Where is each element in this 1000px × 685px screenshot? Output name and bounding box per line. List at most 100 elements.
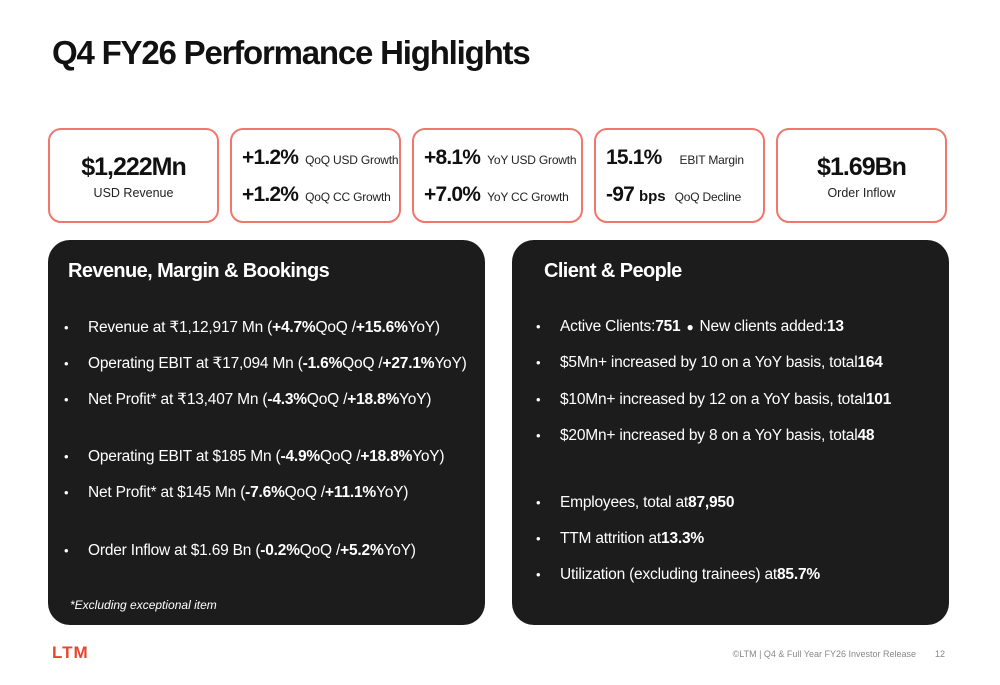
bullet-text: Operating EBIT at ₹17,094 Mn ( [88, 355, 303, 372]
list-item: • Net Profit* at $145 Mn (-7.6% QoQ / +1… [64, 484, 408, 502]
bullet-text: YoY) [434, 355, 467, 372]
qoq-value: -4.3% [267, 391, 307, 408]
bullet-value: 13.3% [661, 530, 704, 547]
kpi-value: -97 [606, 183, 635, 206]
bullet-text: Operating EBIT at $185 Mn ( [88, 448, 281, 465]
kpi-value: $1.69Bn [817, 152, 907, 181]
bullet-text: Net Profit* at ₹13,407 Mn ( [88, 391, 268, 408]
active-clients-value: 751 [655, 318, 681, 335]
bullet-text: YoY) [407, 319, 440, 336]
client-people-panel: Client & People • Active Clients: 751 ● Ne… [512, 240, 949, 625]
bullet-text: Revenue at ₹1,12,917 Mn ( [88, 319, 273, 336]
bullet-text: Utilization (excluding trainees) at [560, 566, 777, 583]
bullet-icon: • [536, 319, 541, 334]
kpi-label: YoY CC Growth [487, 190, 569, 204]
list-item: • Active Clients: 751 ● New clients added:… [536, 318, 844, 336]
bullet-value: 164 [857, 354, 883, 371]
kpi-value: 15.1% [606, 146, 662, 169]
yoy-value: +18.8% [347, 391, 400, 408]
kpi-label: Order Inflow [827, 185, 896, 200]
kpi-label: USD Revenue [93, 185, 174, 200]
bullet-text: QoQ / [342, 355, 383, 372]
bullet-text: YoY) [399, 391, 432, 408]
yoy-value: +27.1% [382, 355, 435, 372]
bullet-value: 85.7% [777, 566, 820, 583]
qoq-value: -7.6% [245, 484, 285, 501]
bullet-text: QoQ / [319, 448, 361, 465]
bullet-text: QoQ / [284, 484, 326, 501]
bullet-text: YoY) [375, 484, 409, 501]
separator-dot-icon: ● [686, 320, 694, 334]
bullet-icon: • [64, 392, 69, 407]
list-item: • TTM attrition at 13.3% [536, 530, 704, 548]
bullet-text: Active Clients: [560, 318, 656, 335]
bullet-icon: • [536, 355, 541, 370]
kpi-value: +8.1% [424, 146, 481, 169]
list-item: • Operating EBIT at $185 Mn (-4.9% QoQ /… [64, 448, 445, 466]
kpi-card-qoq-growth: +1.2% QoQ USD Growth +1.2% QoQ CC Growth [230, 128, 401, 223]
kpi-value: +7.0% [424, 183, 481, 206]
kpi-label: EBIT Margin [679, 153, 744, 167]
footnote: *Excluding exceptional item [70, 598, 217, 612]
kpi-label: QoQ Decline [674, 190, 742, 204]
list-item: • Revenue at ₹1,12,917 Mn (+4.7% QoQ / +… [64, 318, 440, 337]
kpi-value: +1.2% [242, 183, 299, 206]
yoy-value: +18.8% [360, 448, 413, 465]
bullet-text: YoY) [383, 542, 416, 559]
qoq-value: +4.7% [272, 319, 316, 336]
kpi-card-usd-revenue: $1,222Mn USD Revenue [48, 128, 219, 223]
ltm-logo: LTM [52, 643, 89, 662]
bullet-icon: • [64, 320, 69, 335]
new-clients-value: 13 [826, 318, 844, 335]
bullet-text: Employees, total at [560, 494, 689, 511]
kpi-card-ebit-margin: 15.1% EBIT Margin -97 bps QoQ Decline [594, 128, 765, 223]
bullet-value: 87,950 [688, 494, 735, 511]
yoy-value: +15.6% [355, 319, 408, 336]
list-item: • Operating EBIT at ₹17,094 Mn (-1.6% Qo… [64, 354, 467, 373]
bullet-text: QoQ / [315, 319, 356, 336]
page-number: 12 [934, 649, 945, 659]
qoq-value: -1.6% [302, 355, 343, 372]
qoq-value: -0.2% [260, 542, 300, 559]
list-item: • Utilization (excluding trainees) at 85… [536, 566, 820, 584]
bullet-value: 101 [865, 391, 892, 408]
bullet-text: Order Inflow at $1.69 Bn ( [88, 542, 261, 559]
yoy-value: +5.2% [340, 542, 384, 559]
list-item: • $5Mn+ increased by 10 on a YoY basis, … [536, 354, 883, 372]
qoq-value: -4.9% [280, 448, 320, 465]
bullet-icon: • [536, 392, 541, 407]
list-item: • $20Mn+ increased by 8 on a YoY basis, … [536, 427, 875, 445]
bullet-icon: • [536, 567, 541, 582]
bullet-icon: • [536, 531, 541, 546]
bullet-value: 48 [857, 427, 875, 444]
kpi-label: QoQ USD Growth [305, 153, 399, 167]
bullet-icon: • [64, 485, 69, 500]
list-item: • Net Profit* at ₹13,407 Mn (-4.3% QoQ /… [64, 390, 431, 409]
kpi-label: YoY USD Growth [487, 153, 577, 167]
revenue-margin-bookings-panel: Revenue, Margin & Bookings • Revenue at … [48, 240, 485, 625]
bullet-text: $10Mn+ increased by 12 on a YoY basis, t… [560, 391, 866, 408]
footer-text: ©LTM | Q4 & Full Year FY26 Investor Rele… [732, 649, 916, 659]
bullet-icon: • [536, 428, 541, 443]
bullet-icon: • [64, 543, 69, 558]
list-item: • $10Mn+ increased by 12 on a YoY basis,… [536, 391, 891, 409]
bullet-text: New clients added: [699, 318, 828, 335]
bullet-text: QoQ / [306, 391, 348, 408]
kpi-label: QoQ CC Growth [305, 190, 391, 204]
kpi-card-yoy-growth: +8.1% YoY USD Growth +7.0% YoY CC Growth [412, 128, 583, 223]
bullet-text: $5Mn+ increased by 10 on a YoY basis, to… [560, 354, 858, 371]
bullet-text: Net Profit* at $145 Mn ( [88, 484, 246, 501]
bullet-text: TTM attrition at [560, 530, 662, 547]
kpi-value: $1,222Mn [81, 152, 187, 181]
bullet-text: YoY) [412, 448, 445, 465]
bullet-text: $20Mn+ increased by 8 on a YoY basis, to… [560, 427, 858, 444]
panel-title: Client & People [544, 260, 682, 282]
panel-title: Revenue, Margin & Bookings [68, 260, 330, 282]
bullet-icon: • [64, 449, 69, 464]
yoy-value: +11.1% [325, 484, 376, 501]
kpi-value: +1.2% [242, 146, 299, 169]
bullet-text: QoQ / [299, 542, 341, 559]
kpi-card-order-inflow: $1.69Bn Order Inflow [776, 128, 947, 223]
bullet-icon: • [64, 356, 69, 371]
kpi-unit: bps [638, 188, 666, 205]
